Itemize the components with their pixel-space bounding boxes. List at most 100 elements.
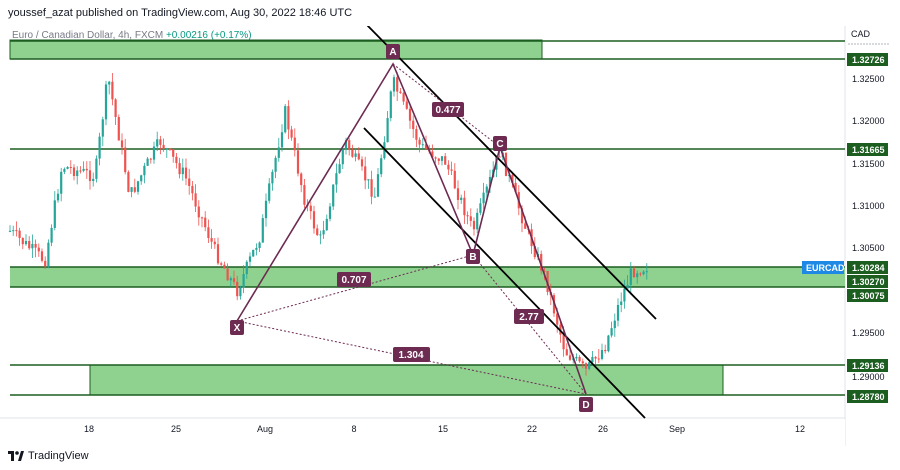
candle-body — [280, 132, 284, 148]
symbol-tag: EURCAD — [806, 263, 845, 273]
time-tick: 22 — [527, 424, 537, 434]
candle-body — [444, 156, 447, 165]
candle-body — [8, 230, 12, 232]
candle-body — [562, 334, 565, 350]
candle-body — [255, 247, 258, 250]
candle-body — [66, 167, 69, 169]
candle-body — [591, 356, 594, 363]
candle-body — [482, 192, 485, 204]
price-candles[interactable] — [8, 71, 648, 376]
candle-body — [466, 215, 469, 217]
candle-body — [386, 118, 389, 143]
candle-body — [264, 200, 268, 219]
bd-ratio-line — [472, 254, 587, 395]
candle-body — [607, 335, 610, 352]
candle-body — [69, 167, 72, 169]
candle-body — [463, 197, 466, 216]
candle-body — [168, 148, 172, 150]
tradingview-icon — [8, 451, 24, 461]
time-tick: 25 — [171, 424, 181, 434]
candle-body — [127, 172, 130, 192]
candle-body — [136, 181, 140, 192]
candle-body — [287, 106, 290, 130]
upper-trend-line[interactable] — [366, 26, 657, 320]
candle-body — [184, 167, 188, 179]
candle-body — [629, 268, 632, 285]
ratio-label-ac: 0.477 — [435, 105, 460, 116]
time-tick: 12 — [795, 424, 805, 434]
horizontal-levels[interactable] — [10, 40, 845, 396]
candle-body — [188, 178, 191, 186]
chart-canvas[interactable]: 0.477 0.707 2.77 1.304 A B C D X CAD 1.3… — [0, 26, 900, 446]
time-tick: Sep — [669, 424, 685, 434]
candle-body — [312, 211, 316, 229]
time-tick: Aug — [257, 424, 273, 434]
candle-body — [344, 140, 348, 150]
candle-body — [85, 168, 88, 171]
ratio-label-xd: 1.304 — [398, 350, 423, 361]
candle-body — [178, 163, 181, 175]
candle-body — [223, 264, 226, 269]
candle-body — [405, 101, 408, 109]
candle-body — [172, 149, 175, 157]
candle-body — [440, 156, 444, 161]
candle-body — [274, 157, 277, 172]
candle-body — [28, 241, 31, 249]
point-label-c: C — [496, 139, 503, 150]
level-tag: 1.31665 — [852, 145, 885, 155]
price-tick: 1.32000 — [852, 116, 885, 126]
candle-body — [143, 165, 146, 176]
candle-body — [40, 251, 44, 261]
candle-body — [328, 206, 332, 219]
xb-ratio-line — [236, 254, 474, 322]
candle-body — [114, 99, 117, 118]
price-tick: 1.30500 — [852, 243, 885, 253]
candle-body — [616, 304, 620, 321]
lower-trend-line[interactable] — [363, 127, 646, 419]
candle-body — [124, 147, 127, 173]
candle-body — [232, 278, 236, 282]
ratio-label-xb: 0.707 — [341, 275, 366, 286]
candle-body — [18, 230, 21, 238]
candle-body — [194, 193, 197, 207]
candle-body — [623, 288, 626, 302]
candle-body — [296, 150, 300, 174]
candle-body — [610, 328, 613, 336]
candle-body — [584, 363, 588, 369]
candle-body — [92, 178, 95, 182]
candle-body — [332, 184, 335, 207]
candle-body — [600, 349, 604, 359]
candle-body — [245, 261, 248, 275]
level-tag: 1.30270 — [852, 277, 885, 287]
price-axis[interactable] — [845, 26, 900, 446]
candle-body — [133, 187, 136, 192]
symbol-legend[interactable]: Euro / Canadian Dollar, 4h, FXCM +0.0021… — [12, 30, 252, 41]
candle-body — [632, 268, 636, 278]
publish-info: youssef_azat published on TradingView.co… — [8, 7, 353, 19]
candle-body — [258, 242, 261, 248]
supply-zone[interactable] — [9, 39, 543, 60]
point-label-d: D — [582, 400, 589, 411]
time-axis[interactable] — [0, 419, 845, 446]
candle-body — [543, 270, 546, 272]
time-tick: 8 — [351, 424, 356, 434]
candle-body — [300, 173, 303, 186]
candle-body — [101, 119, 104, 137]
candle-body — [626, 284, 629, 289]
candle-body — [220, 263, 223, 265]
tradingview-brand: TradingView — [28, 450, 89, 462]
candle-body — [210, 238, 213, 242]
candle-body — [248, 256, 252, 262]
candle-body — [200, 217, 204, 219]
demand-zone[interactable] — [89, 364, 724, 396]
candle-body — [421, 144, 424, 146]
price-tick: 1.31000 — [852, 201, 885, 211]
candle-body — [277, 147, 280, 158]
mid-zone[interactable] — [10, 267, 845, 287]
candle-body — [636, 273, 639, 278]
candle-body — [290, 129, 293, 138]
level-tag: 1.29136 — [852, 361, 885, 371]
candle-body — [162, 144, 165, 150]
tradingview-logo[interactable]: TradingView — [8, 450, 89, 462]
candle-body — [95, 158, 98, 179]
